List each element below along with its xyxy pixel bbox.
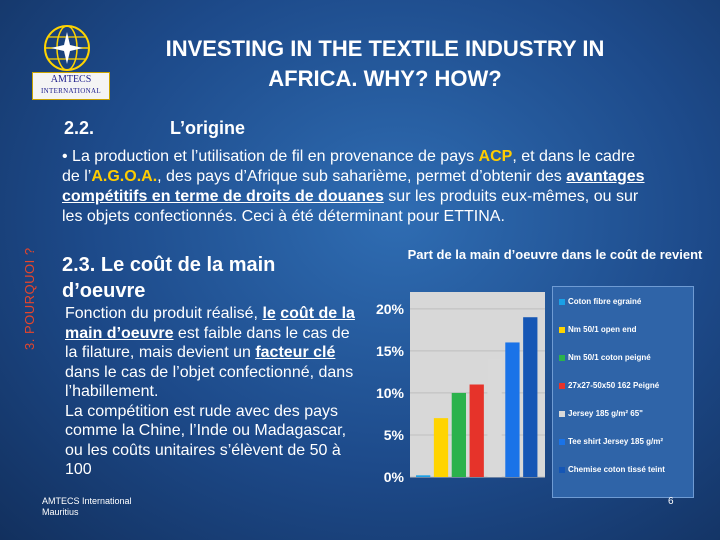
footer: AMTECS International Mauritius xyxy=(42,496,132,518)
legend-swatch xyxy=(559,466,565,473)
section-title: L’origine xyxy=(170,118,246,138)
y-tick-label: 20% xyxy=(376,301,405,317)
bullet-text-3: , des pays d’Afrique sub saharième, perm… xyxy=(157,168,567,185)
bar xyxy=(451,392,466,477)
bar xyxy=(433,418,449,477)
legend-swatch xyxy=(559,382,565,389)
body-text-1: Fonction du produit réalisé, xyxy=(65,305,263,322)
legend-swatch xyxy=(559,326,565,333)
bar xyxy=(469,384,484,477)
legend-label: Coton fibre egrainé xyxy=(568,297,642,306)
slide-title: INVESTING IN THE TEXTILE INDUSTRY IN AFR… xyxy=(60,34,710,94)
section-number: 2.2. xyxy=(64,118,95,138)
legend-item: Tee shirt Jersey 185 g/m² xyxy=(559,437,663,446)
legend-item: Coton fibre egrainé xyxy=(559,297,641,306)
logo-subtext: INTERNATIONAL xyxy=(41,87,101,95)
le-term: le xyxy=(262,305,276,322)
logo-text: AMTECS xyxy=(50,74,92,85)
legend-item: Chemise coton tissé teint xyxy=(559,465,665,474)
subsection-title: 2.3. Le coût de la main d’oeuvre xyxy=(62,254,276,302)
legend-label: 27x27-50x50 162 Peigné xyxy=(568,381,660,390)
body-text-2: est faible dans le cas de la filature, m… xyxy=(65,324,350,362)
body-text-3: dans le cas de l’objet confectionné, dan… xyxy=(65,363,354,401)
bullet-text-2: , et dans le cadre de l’ xyxy=(62,148,636,185)
origin-bullet: • La production et l’utilisation de fil … xyxy=(62,147,652,227)
bullet-text-1: • La production et l’utilisation de fil … xyxy=(62,148,479,165)
chart-legend: Coton fibre egrainé Nm 50/1 open end Nm 50… xyxy=(552,286,694,498)
legend-item: Jersey 185 g/m² 65" xyxy=(559,409,643,418)
legend-label: Nm 50/1 coton peigné xyxy=(568,353,651,362)
y-tick-label: 15% xyxy=(376,343,405,359)
labour-cost-text: Fonction du produit réalisé, le coût de … xyxy=(65,304,365,480)
legend-swatch xyxy=(559,410,565,417)
title-line-2: AFRICA. WHY? HOW? xyxy=(268,66,502,91)
y-tick-label: 5% xyxy=(384,427,405,443)
legend-swatch xyxy=(559,298,565,305)
advantages-term: avantages compétitifs en terme de droits… xyxy=(62,168,645,205)
legend-item: 27x27-50x50 162 Peigné xyxy=(559,381,659,390)
key-factor-term: facteur clé xyxy=(255,344,336,361)
bar xyxy=(416,475,431,477)
labour-cost-term: coût de la main d’oeuvre xyxy=(65,305,355,342)
bar xyxy=(487,359,502,477)
legend-label: Nm 50/1 open end xyxy=(568,325,637,334)
footer-company: AMTECS International xyxy=(42,496,132,506)
legend-label: Chemise coton tissé teint xyxy=(568,465,665,474)
footer-location: Mauritius xyxy=(42,507,79,517)
side-section-label: 3. POURQUOI ? xyxy=(22,247,37,350)
legend-item: Nm 50/1 open end xyxy=(559,325,636,334)
page-number: 6 xyxy=(668,496,674,507)
legend-swatch xyxy=(559,354,565,361)
globe-icon xyxy=(44,25,90,71)
logo-badge: AMTECS INTERNATIONAL xyxy=(32,72,110,100)
agoa-term: A.G.O.A. xyxy=(91,168,158,185)
chart-title: Part de la main d’oeuvre dans le coût de… xyxy=(407,247,703,262)
legend-item: Nm 50/1 coton peigné xyxy=(559,353,651,362)
legend-label: Jersey 185 g/m² 65" xyxy=(568,409,643,418)
bullet-text-4: sur les produits eux-mêmes, ou sur les o… xyxy=(62,188,639,225)
acp-term: ACP xyxy=(478,148,513,165)
body-text-4: La compétition est rude avec des pays co… xyxy=(65,402,347,479)
title-line-1: INVESTING IN THE TEXTILE INDUSTRY IN xyxy=(165,36,605,61)
y-tick-label: 10% xyxy=(376,385,405,401)
labour-share-chart: 0% 5% 10% 15% 20% xyxy=(376,292,545,485)
legend-swatch xyxy=(559,438,565,445)
bar xyxy=(523,317,538,477)
amtecs-logo: AMTECS INTERNATIONAL xyxy=(22,22,112,104)
bar xyxy=(505,342,520,477)
legend-label: Tee shirt Jersey 185 g/m² xyxy=(568,437,664,446)
y-tick-label: 0% xyxy=(384,469,405,485)
